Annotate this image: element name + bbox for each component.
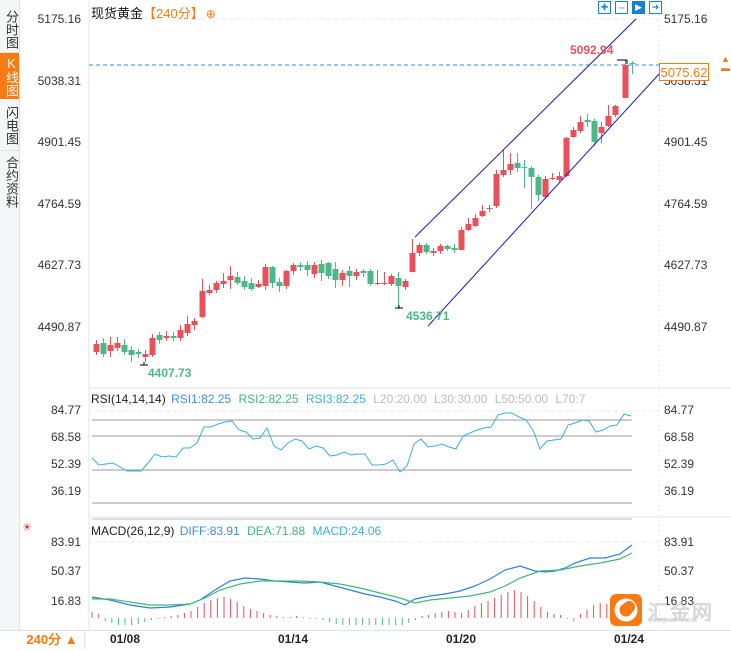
chart-title: 现货黄金【240分】 ⊕ — [91, 3, 216, 22]
add-indicator-icon[interactable]: ⊕ — [205, 7, 216, 21]
rsi-l50: L50:50.00 — [494, 392, 549, 406]
right-price-tick: 4764.59 — [664, 197, 708, 211]
watermark-logo: 汇金网 www.gold678.com — [610, 594, 722, 628]
period-selector-button[interactable]: 240分 ▲ — [20, 631, 85, 649]
sidebar — [0, 0, 20, 630]
date-label: 01/24 — [614, 632, 645, 646]
macd-diff: DIFF:83.91 — [179, 524, 240, 538]
tab-contract-info[interactable]: 合约资料 — [4, 156, 19, 208]
low-price-label: 4407.73 — [148, 366, 192, 380]
date-label: 01/14 — [278, 632, 309, 646]
rsi-tick: 84.77 — [664, 403, 695, 417]
macd-tick: 50.37 — [664, 564, 695, 578]
zoom-range-icon[interactable]: ⇔ — [615, 1, 628, 14]
date-label: 01/20 — [446, 632, 477, 646]
macd-tick-left: 83.91 — [50, 535, 81, 549]
rsi-tick: 68.58 — [664, 430, 695, 444]
chart-toolbar: ✚ ⇔ ▶ ➜ — [598, 1, 662, 14]
time-axis — [0, 630, 731, 651]
tab-flash-chart[interactable]: 闪电图 — [4, 105, 19, 145]
scroll-up-icon[interactable]: ▲ ▬ — [721, 54, 730, 73]
tab-timeshare[interactable]: 分时图 — [4, 9, 19, 49]
macd-tick-left: 16.83 — [50, 594, 81, 608]
rsi2-value: RSI2:82.25 — [238, 392, 299, 406]
right-price-tick: 4901.45 — [664, 135, 708, 149]
macd-legend: MACD(26,12,9) DIFF:83.91 DEA:71.88 MACD:… — [91, 524, 381, 538]
high-price-label: 5092.94 — [570, 43, 614, 57]
macd-title: MACD(26,12,9) — [91, 524, 175, 538]
date-label: 01/08 — [110, 632, 141, 646]
brand-logo-icon — [610, 594, 642, 626]
rsi-tick-left: 36.19 — [50, 484, 81, 498]
macd-value: MACD:24.06 — [312, 524, 382, 538]
tab-kline[interactable]: K线图 — [0, 53, 19, 99]
right-price-tick: 4490.87 — [664, 320, 708, 334]
rsi-l30: L30:30.00 — [433, 392, 488, 406]
low-price-label: 4536.71 — [406, 309, 450, 323]
rsi-tick-left: 52.39 — [50, 457, 81, 471]
left-price-tick: 5038.31 — [37, 74, 81, 88]
rsi-legend: RSI(14,14,14) RSI1:82.25 RSI2:82.25 RSI3… — [91, 392, 585, 406]
period-label: 【240分】 — [143, 6, 204, 21]
exit-icon[interactable]: ➜ — [649, 1, 662, 14]
left-price-tick: 4627.73 — [37, 258, 81, 272]
macd-tick: 16.83 — [664, 594, 695, 608]
indicator-settings-icon[interactable]: ☀ — [22, 522, 32, 534]
rsi-tick: 36.19 — [664, 484, 695, 498]
right-price-tick: 4627.73 — [664, 258, 708, 272]
left-price-tick: 4764.59 — [37, 197, 81, 211]
macd-dea: DEA:71.88 — [247, 524, 306, 538]
instrument-name: 现货黄金 — [91, 6, 144, 21]
left-price-tick: 4901.45 — [37, 135, 81, 149]
left-price-tick: 4490.87 — [37, 320, 81, 334]
rsi-tick: 52.39 — [664, 457, 695, 471]
right-price-tick: 5175.16 — [664, 12, 708, 26]
rsi-title: RSI(14,14,14) — [91, 392, 166, 406]
rsi-tick-left: 84.77 — [50, 403, 81, 417]
macd-tick-left: 50.37 — [50, 564, 81, 578]
rsi-l70: L70:7 — [555, 392, 586, 406]
left-price-tick: 5175.16 — [37, 12, 81, 26]
rsi-tick-left: 68.58 — [50, 430, 81, 444]
brand-name: 汇金网 — [648, 602, 714, 624]
rsi3-value: RSI3:82.25 — [305, 392, 366, 406]
draw-line-icon[interactable]: ▶ — [632, 1, 645, 14]
crosshair-icon[interactable]: ✚ — [598, 1, 611, 14]
current-price-box: 5075.62 — [659, 63, 709, 81]
rsi1-value: RSI1:82.25 — [171, 392, 232, 406]
macd-tick: 83.91 — [664, 535, 695, 549]
brand-url: www.gold678.com — [648, 618, 697, 624]
rsi-l20: L20:20.00 — [373, 392, 427, 406]
